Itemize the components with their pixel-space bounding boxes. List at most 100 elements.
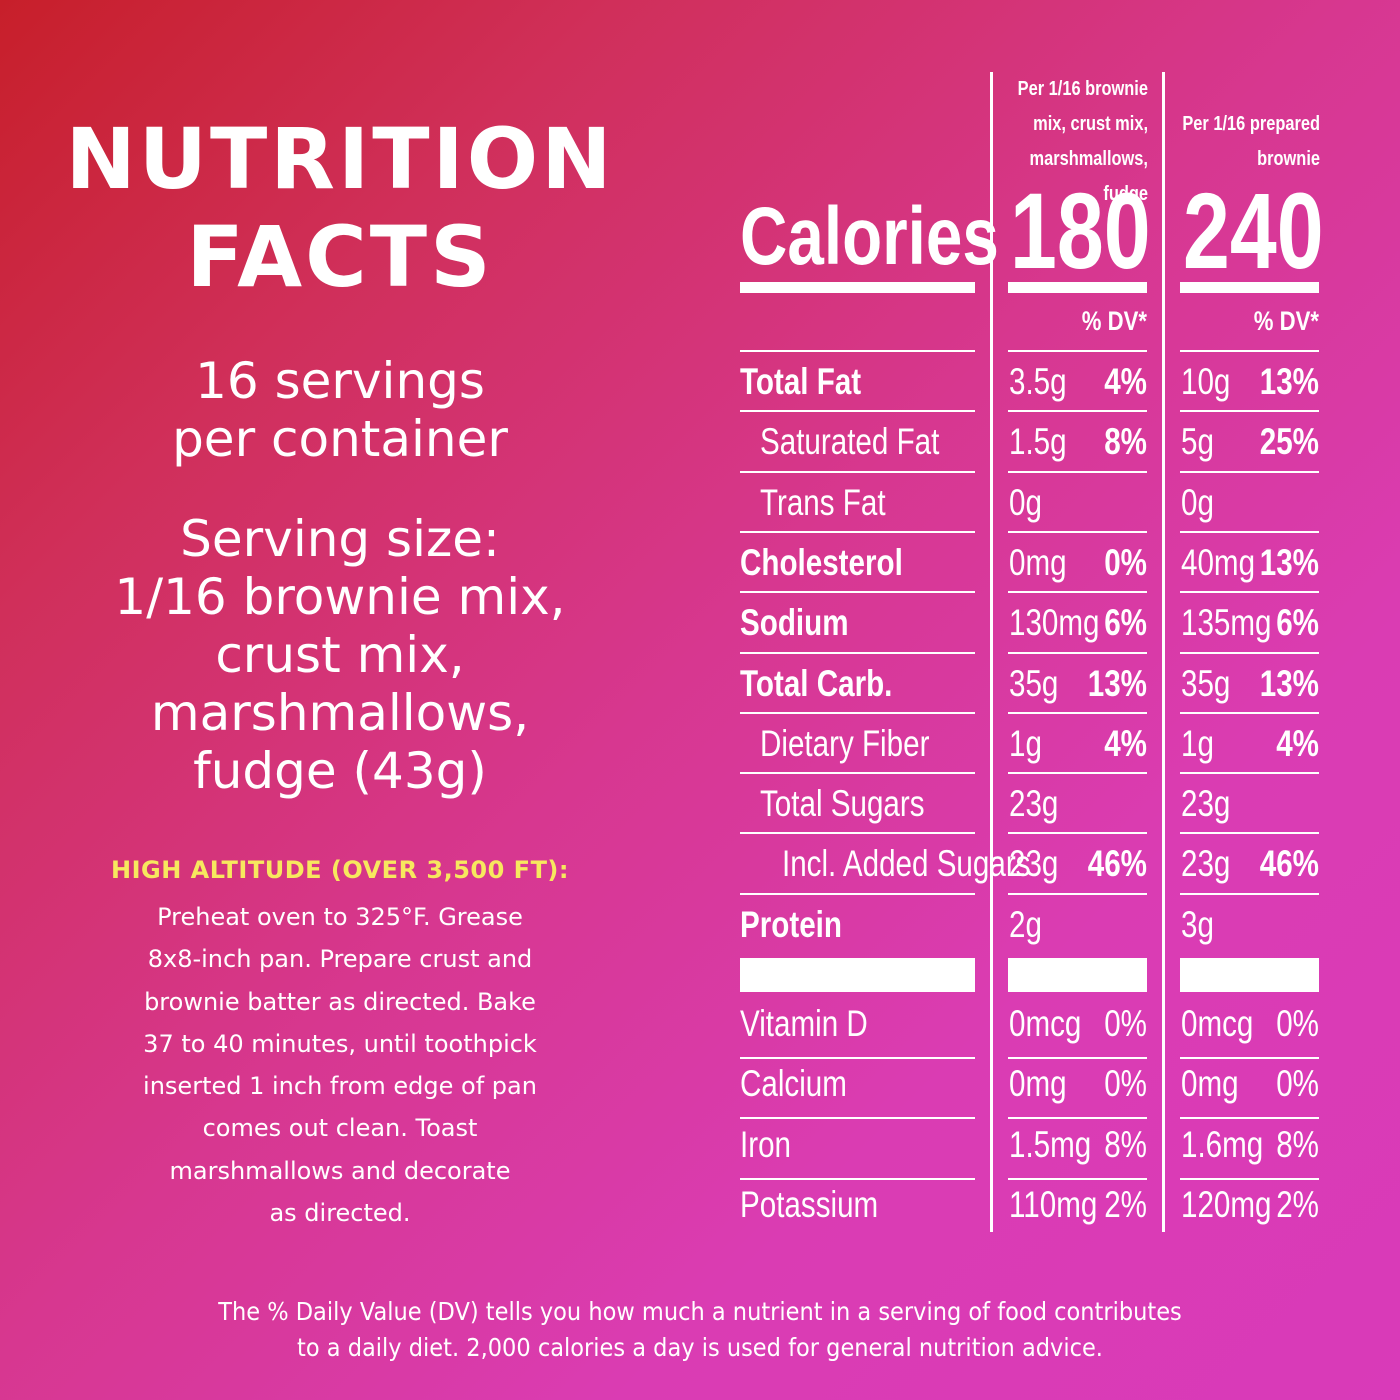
column-header-dry-mix: Per 1/16 brownie mix, crust mix, marshma… [986, 72, 1148, 212]
dv-prepared: 25% [1259, 421, 1319, 462]
amount-dry-mix: 0mg [1009, 1063, 1067, 1104]
amount-prepared: 1.6mg [1181, 1124, 1264, 1165]
amount-dry-mix: 0mcg [1009, 1003, 1082, 1044]
serving-size: Serving size: 1/16 brownie mix, crust mi… [40, 510, 640, 800]
row-rule [1008, 410, 1147, 412]
section-bar [1008, 958, 1147, 992]
amount-prepared: 35g [1181, 663, 1231, 704]
instruction-line: marshmallows and decorate [169, 1156, 511, 1185]
dv-prepared: 2% [1276, 1184, 1319, 1225]
row-rule [740, 350, 975, 352]
dv-dry-mix: 13% [1087, 663, 1147, 704]
column-header-line: Per 1/16 prepared [1182, 113, 1320, 135]
daily-value-footnote: The % Daily Value (DV) tells you how muc… [100, 1294, 1300, 1366]
dv-prepared: 13% [1259, 542, 1319, 583]
amount-prepared: 120mg [1181, 1184, 1272, 1225]
row-rule [1008, 531, 1147, 533]
amount-prepared: 23g [1181, 843, 1231, 884]
amount-dry-mix: 130mg [1009, 602, 1100, 643]
dv-dry-mix: 6% [1104, 602, 1147, 643]
instruction-line: inserted 1 inch from edge of pan [143, 1072, 537, 1101]
row-rule [1008, 893, 1147, 895]
row-rule [1008, 471, 1147, 473]
row-rule [740, 652, 975, 654]
nutrient-label: Dietary Fiber [760, 723, 930, 764]
dv-dry-mix: 0% [1104, 1003, 1147, 1044]
dv-dry-mix: 0% [1104, 542, 1147, 583]
amount-prepared: 5g [1181, 421, 1214, 462]
instruction-line: Preheat oven to 325°F. Grease [157, 903, 523, 931]
amount-prepared: 10g [1181, 361, 1231, 402]
row-rule [1180, 1117, 1319, 1119]
nutrient-label: Saturated Fat [760, 421, 940, 462]
instruction-line: brownie batter as directed. Bake [144, 987, 536, 1016]
nutrient-label: Cholesterol [740, 542, 903, 583]
high-altitude-heading: HIGH ALTITUDE (OVER 3,500 FT): [110, 856, 569, 884]
amount-prepared: 23g [1181, 783, 1231, 824]
dv-prepared: 8% [1276, 1124, 1319, 1165]
serving-size-line: marshmallows, [150, 684, 530, 742]
row-rule [1008, 1057, 1147, 1059]
row-rule [740, 531, 975, 533]
row-rule [1008, 832, 1147, 834]
row-rule [1008, 1178, 1147, 1180]
column-header-line: mix, crust mix, [1033, 113, 1148, 135]
amount-prepared: 135mg [1181, 602, 1272, 643]
row-rule [1180, 1057, 1319, 1059]
amount-dry-mix: 0g [1009, 482, 1042, 523]
dv-dry-mix: 46% [1087, 843, 1147, 884]
nutrient-label: Total Sugars [760, 783, 925, 824]
row-rule [1180, 531, 1319, 533]
row-rule [740, 712, 975, 714]
row-rule [1180, 471, 1319, 473]
amount-dry-mix: 0mg [1009, 542, 1067, 583]
footnote-line: The % Daily Value (DV) tells you how muc… [218, 1297, 1182, 1326]
nutrient-label: Sodium [740, 602, 849, 643]
dv-dry-mix: 4% [1104, 723, 1147, 764]
row-rule [1008, 712, 1147, 714]
nutrient-label: Total Fat [740, 361, 862, 402]
dv-dry-mix: 8% [1104, 1124, 1147, 1165]
dv-prepared: 0% [1276, 1063, 1319, 1104]
dv-prepared: 6% [1276, 602, 1319, 643]
vitamin-label: Vitamin D [740, 1003, 868, 1044]
column-header-line: Per 1/16 brownie [1017, 78, 1148, 100]
dv-dry-mix: 8% [1104, 421, 1147, 462]
thick-rule [1180, 282, 1319, 293]
amount-dry-mix: 23g [1009, 843, 1059, 884]
nutrient-label: Trans Fat [760, 482, 886, 523]
amount-dry-mix: 3.5g [1009, 361, 1067, 402]
dv-dry-mix: 0% [1104, 1063, 1147, 1104]
instruction-line: 8x8-inch pan. Prepare crust and [147, 945, 533, 974]
instruction-line: 37 to 40 minutes, until toothpick [143, 1029, 537, 1058]
calories-value-prepared: 240 [1183, 170, 1324, 291]
vitamin-label: Potassium [740, 1184, 879, 1225]
row-rule [740, 1117, 975, 1119]
footnote-line: to a daily diet. 2,000 calories a day is… [297, 1333, 1103, 1362]
nutrient-label: Total Carb. [740, 663, 893, 704]
vitamin-label: Iron [740, 1124, 792, 1165]
nutrient-label: Incl. Added Sugars [782, 843, 1031, 884]
row-rule [1180, 893, 1319, 895]
calories-value-dry-mix: 180 [1010, 170, 1151, 291]
dv-prepared: 4% [1276, 723, 1319, 764]
servings-line: per container [172, 410, 508, 468]
row-rule [1180, 832, 1319, 834]
row-rule [740, 471, 975, 473]
dv-prepared: 13% [1259, 663, 1319, 704]
serving-size-line: fudge (43g) [193, 742, 487, 800]
servings-line: 16 servings [195, 352, 485, 410]
thick-rule [1008, 282, 1147, 293]
row-rule [740, 893, 975, 895]
row-rule [1180, 1178, 1319, 1180]
row-rule [740, 591, 975, 593]
row-rule [1180, 712, 1319, 714]
column-divider [1162, 72, 1165, 1232]
amount-prepared: 0g [1181, 482, 1214, 523]
column-header-line: marshmallows, fudge [1029, 148, 1148, 205]
dv-dry-mix: 4% [1104, 361, 1147, 402]
amount-dry-mix: 23g [1009, 783, 1059, 824]
dv-prepared: 46% [1259, 843, 1319, 884]
row-rule [1008, 350, 1147, 352]
row-rule [1008, 652, 1147, 654]
